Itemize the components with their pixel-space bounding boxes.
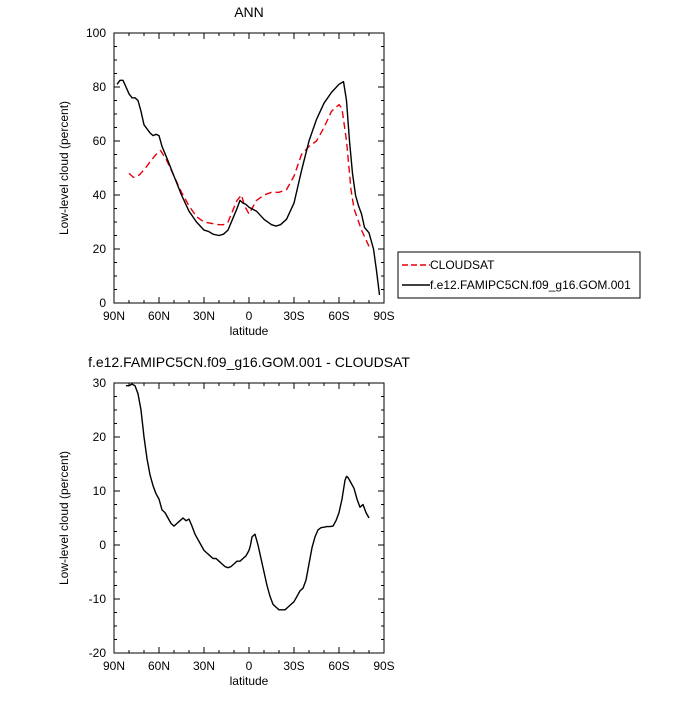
y-tick-label: 20 [93,430,107,444]
x-tick-label: 30S [283,659,304,673]
x-axis-label: latitude [230,324,269,338]
x-tick-label: 60N [148,659,170,673]
x-tick-label: 90S [373,309,394,323]
y-tick-label: 0 [99,296,106,310]
x-tick-label: 90N [103,309,125,323]
y-tick-label: 10 [93,484,107,498]
y-tick-label: 80 [93,80,107,94]
x-tick-label: 60S [328,659,349,673]
chart-title: f.e12.FAMIPC5CN.f09_g16.GOM.001 - CLOUDS… [88,354,410,370]
x-axis-label: latitude [230,674,269,688]
legend-label: CLOUDSAT [430,258,495,272]
y-tick-label: -10 [89,592,107,606]
x-tick-label: 90S [373,659,394,673]
x-tick-label: 30S [283,309,304,323]
legend-box [397,251,641,299]
legend-label: f.e12.FAMIPC5CN.f09_g16.GOM.001 [430,278,631,292]
x-tick-label: 0 [246,659,253,673]
x-tick-label: 30N [193,309,215,323]
difference-line [126,383,370,611]
y-tick-label: -20 [89,646,107,660]
plot-frame [113,32,385,304]
x-tick-label: 60N [148,309,170,323]
series-line-f-e12-famipc5cn-f09-g16-gom-001 [116,79,381,295]
x-tick-label: 30N [193,659,215,673]
y-tick-label: 30 [93,376,107,390]
plot-frame [113,382,385,654]
series-line-cloudsat [128,103,370,247]
x-tick-label: 90N [103,659,125,673]
chart-title: ANN [234,4,264,20]
x-tick-label: 60S [328,309,349,323]
x-tick-label: 0 [246,309,253,323]
y-tick-label: 60 [93,134,107,148]
y-tick-label: 100 [86,26,106,40]
y-tick-label: 40 [93,188,107,202]
y-tick-label: 0 [99,538,106,552]
y-tick-label: 20 [93,242,107,256]
y-axis-label: Low-level cloud (percent) [57,451,71,585]
y-axis-label: Low-level cloud (percent) [57,101,71,235]
